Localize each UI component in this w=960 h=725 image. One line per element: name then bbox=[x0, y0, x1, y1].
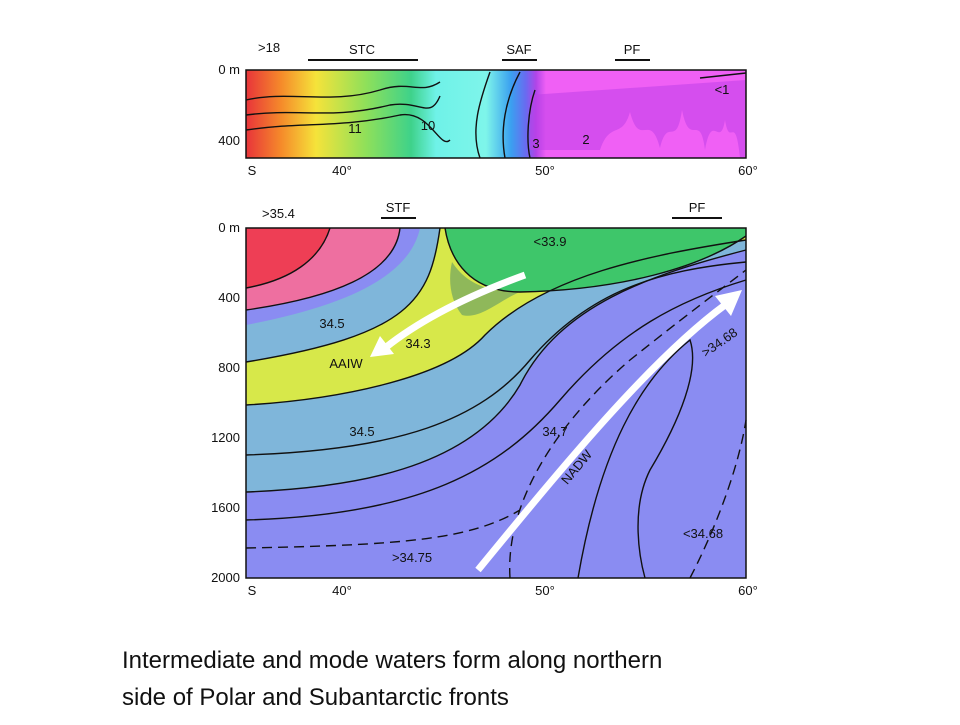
contour-label: 34.7 bbox=[542, 424, 567, 439]
band bbox=[246, 228, 330, 288]
contour bbox=[527, 89, 536, 159]
contour bbox=[245, 227, 401, 311]
lat-label: S bbox=[248, 583, 257, 598]
contour bbox=[509, 269, 747, 579]
contour-label: <34.68 bbox=[683, 526, 723, 541]
lat-label: 50° bbox=[535, 583, 555, 598]
contour bbox=[245, 227, 441, 363]
contour-label: 10 bbox=[421, 118, 435, 133]
front-label: PF bbox=[689, 200, 706, 215]
depth-label: 400 bbox=[218, 133, 240, 148]
arrow-head bbox=[370, 336, 394, 357]
lat-label: 40° bbox=[332, 163, 352, 178]
depth-label: 400 bbox=[218, 290, 240, 305]
depth-label: 800 bbox=[218, 360, 240, 375]
front-label: PF bbox=[624, 42, 641, 57]
contour-label: 11 bbox=[348, 121, 362, 136]
lat-label: S bbox=[248, 163, 257, 178]
max-label: >18 bbox=[258, 40, 280, 55]
contour bbox=[245, 227, 331, 289]
contour bbox=[245, 114, 451, 143]
arrow bbox=[382, 271, 527, 351]
contour bbox=[475, 71, 491, 159]
bottom-panel: STF PF >35.4 0 m 400 800 1200 1600 2000 … bbox=[211, 200, 758, 598]
contour bbox=[245, 261, 747, 456]
contour-label: 34.5 bbox=[319, 316, 344, 331]
max-label: >35.4 bbox=[262, 206, 295, 221]
contour bbox=[245, 95, 441, 116]
frame bbox=[245, 227, 747, 579]
contour bbox=[444, 227, 747, 293]
depth-label: 2000 bbox=[211, 570, 240, 585]
contour-label: <33.9 bbox=[534, 234, 567, 249]
contour bbox=[689, 419, 747, 579]
lat-label: 60° bbox=[738, 583, 758, 598]
contour bbox=[245, 279, 747, 521]
lat-label: 60° bbox=[738, 163, 758, 178]
water-mass-label: AAIW bbox=[329, 356, 363, 371]
frame bbox=[245, 69, 747, 159]
front-label: STC bbox=[349, 42, 375, 57]
lat-label: 40° bbox=[332, 583, 352, 598]
contour-label: 3 bbox=[532, 136, 539, 151]
arrow-head bbox=[715, 290, 742, 316]
lat-label: 50° bbox=[535, 163, 555, 178]
contour-label: 34.5 bbox=[349, 424, 374, 439]
contour bbox=[245, 509, 521, 549]
caption: Intermediate and mode waters form along … bbox=[122, 647, 662, 674]
contour bbox=[699, 72, 747, 79]
contour-label: 2 bbox=[582, 132, 589, 147]
front-label: STF bbox=[386, 200, 411, 215]
contour-label: <1 bbox=[715, 82, 730, 97]
contour bbox=[502, 71, 521, 159]
arrow bbox=[475, 302, 728, 573]
caption: side of Polar and Subantarctic fronts bbox=[122, 684, 509, 711]
top-panel: STC SAF PF >18 0 m 400 S 40° 50° 60° 11 … bbox=[218, 40, 758, 178]
contour bbox=[577, 338, 694, 579]
depth-label: 0 m bbox=[218, 220, 240, 235]
depth-label: 1200 bbox=[211, 430, 240, 445]
contour-label: >34.75 bbox=[392, 550, 432, 565]
depth-label: 0 m bbox=[218, 62, 240, 77]
front-label: SAF bbox=[506, 42, 531, 57]
depth-label: 1600 bbox=[211, 500, 240, 515]
sub-region bbox=[530, 80, 746, 158]
contour-label: 34.3 bbox=[405, 336, 430, 351]
contour bbox=[245, 81, 441, 101]
contour bbox=[245, 239, 747, 406]
